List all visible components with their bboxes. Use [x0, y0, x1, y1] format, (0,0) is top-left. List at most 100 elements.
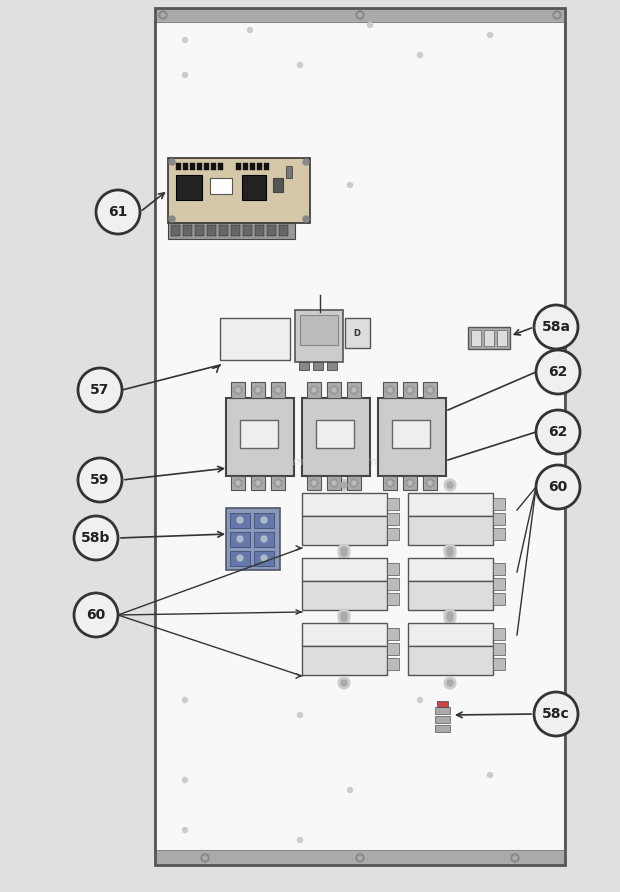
Circle shape — [78, 458, 122, 502]
Bar — [190, 163, 195, 170]
Circle shape — [447, 482, 453, 488]
Circle shape — [444, 612, 456, 624]
Circle shape — [347, 788, 353, 792]
Bar — [493, 498, 505, 510]
Circle shape — [159, 11, 167, 19]
Bar — [408, 582, 493, 610]
Bar — [313, 362, 323, 370]
Bar — [155, 8, 565, 22]
Bar — [273, 178, 283, 192]
Circle shape — [341, 482, 347, 488]
Circle shape — [341, 550, 347, 556]
Bar — [299, 362, 309, 370]
Bar — [176, 163, 181, 170]
Bar — [295, 310, 343, 362]
Circle shape — [358, 13, 362, 17]
Circle shape — [417, 698, 422, 703]
Bar — [171, 225, 180, 236]
Circle shape — [352, 481, 356, 485]
Bar — [218, 163, 223, 170]
Bar — [155, 22, 565, 851]
Bar — [345, 318, 370, 348]
Bar — [211, 163, 216, 170]
Circle shape — [341, 615, 347, 621]
Circle shape — [356, 854, 364, 862]
Circle shape — [298, 713, 303, 717]
Bar — [195, 225, 204, 236]
Bar — [493, 513, 505, 525]
Circle shape — [310, 479, 318, 487]
Circle shape — [447, 615, 453, 621]
Bar — [437, 701, 448, 707]
Bar — [264, 163, 269, 170]
Bar — [236, 163, 241, 170]
Bar — [387, 513, 399, 525]
Circle shape — [234, 386, 242, 394]
Circle shape — [182, 828, 187, 832]
Bar — [493, 528, 505, 540]
Circle shape — [553, 11, 561, 19]
Circle shape — [203, 856, 207, 860]
Bar — [251, 476, 265, 490]
Circle shape — [536, 350, 580, 394]
Text: 62: 62 — [548, 365, 568, 379]
Bar — [302, 558, 387, 582]
Circle shape — [555, 13, 559, 17]
Circle shape — [247, 28, 252, 32]
Bar — [168, 223, 295, 239]
Bar — [242, 175, 266, 200]
Circle shape — [447, 550, 453, 556]
Circle shape — [303, 159, 309, 165]
Circle shape — [182, 778, 187, 782]
Circle shape — [386, 479, 394, 487]
Circle shape — [274, 386, 282, 394]
Bar — [231, 225, 240, 236]
Bar — [271, 382, 285, 398]
Bar — [387, 658, 399, 670]
Text: 59: 59 — [91, 473, 110, 487]
Circle shape — [444, 479, 456, 491]
Bar — [387, 528, 399, 540]
Bar — [408, 647, 493, 675]
Bar — [302, 582, 387, 610]
Circle shape — [347, 183, 353, 187]
Bar — [408, 558, 493, 582]
Bar — [240, 420, 278, 448]
Bar — [423, 382, 437, 398]
Text: 58a: 58a — [541, 320, 570, 334]
Circle shape — [182, 698, 187, 703]
Circle shape — [338, 609, 350, 621]
Circle shape — [447, 612, 453, 618]
Circle shape — [161, 13, 165, 17]
Bar — [307, 476, 321, 490]
Circle shape — [444, 609, 456, 621]
Circle shape — [254, 479, 262, 487]
Bar — [383, 382, 397, 398]
Bar — [493, 658, 505, 670]
Bar — [300, 315, 338, 345]
Bar — [497, 330, 507, 346]
Circle shape — [237, 517, 243, 523]
Circle shape — [408, 388, 412, 392]
Bar — [316, 420, 354, 448]
Text: D: D — [353, 328, 360, 337]
Circle shape — [236, 388, 240, 392]
Bar — [435, 725, 450, 732]
Circle shape — [169, 216, 175, 222]
Circle shape — [356, 11, 364, 19]
Bar — [403, 382, 417, 398]
Bar — [408, 493, 493, 516]
Bar — [251, 382, 265, 398]
Bar — [327, 476, 341, 490]
Bar — [435, 716, 450, 723]
Circle shape — [276, 481, 280, 485]
Bar — [231, 476, 245, 490]
Circle shape — [274, 479, 282, 487]
Text: 61: 61 — [108, 205, 128, 219]
Bar — [207, 225, 216, 236]
Circle shape — [332, 481, 336, 485]
Bar — [307, 382, 321, 398]
Bar — [230, 532, 250, 547]
Bar — [243, 163, 248, 170]
Circle shape — [417, 53, 422, 57]
